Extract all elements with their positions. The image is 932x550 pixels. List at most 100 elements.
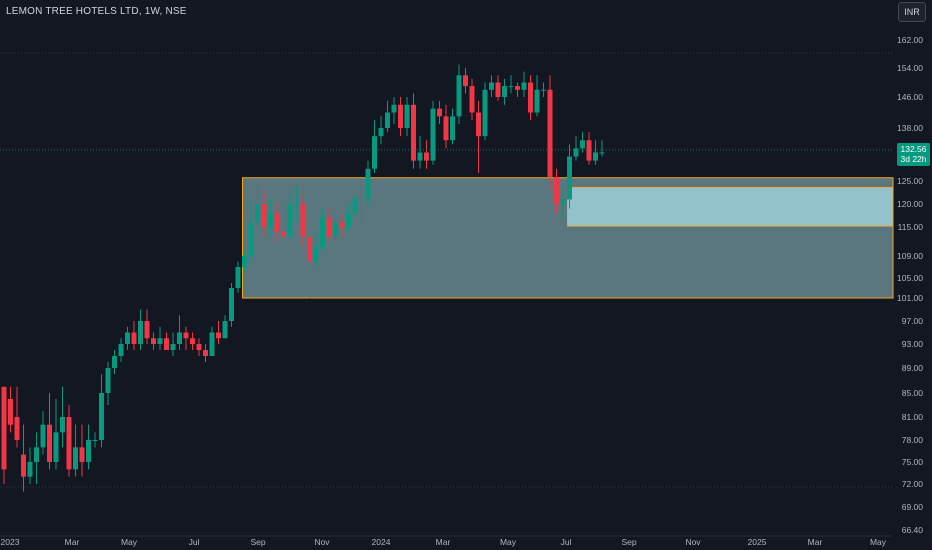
candle-body [125, 332, 130, 344]
candle-body [378, 128, 384, 137]
candle-body [599, 152, 605, 154]
candle-body [118, 344, 124, 356]
candle-body [372, 136, 377, 169]
candle-body [190, 338, 195, 344]
candle-body [502, 86, 507, 97]
candle-body [92, 440, 98, 441]
candle-body [21, 454, 26, 477]
candle-body [222, 321, 228, 339]
price-tick-label: 78.00 [902, 435, 924, 445]
candle-body [534, 89, 540, 113]
candle-body [333, 222, 338, 237]
candle-body [229, 288, 234, 321]
candle-body [359, 199, 364, 201]
candle-body [300, 204, 306, 237]
candle-body [541, 89, 546, 91]
candle-body [144, 321, 150, 339]
price-tick-label: 97.00 [902, 316, 924, 326]
candle-body [593, 152, 598, 161]
time-tick-label: Jul [189, 537, 200, 547]
candle-body [450, 116, 455, 141]
candle-body [99, 393, 104, 440]
price-tick-label: 154.00 [897, 63, 923, 73]
time-tick-label: May [121, 537, 138, 547]
price-tick-label: 120.00 [897, 199, 923, 209]
candle-body [79, 447, 85, 462]
candle-body [326, 217, 332, 237]
candle-body [573, 148, 579, 157]
zone-2 [567, 186, 894, 227]
bar-countdown: 3d 22h [900, 154, 927, 164]
price-tick-label: 109.00 [897, 251, 923, 261]
candle-body [203, 350, 208, 356]
price-tick-label: 85.00 [902, 388, 924, 398]
candle-body [495, 82, 501, 97]
candle-body [242, 256, 247, 267]
time-tick-label: Nov [685, 537, 701, 547]
candle-body [567, 156, 572, 200]
candle-body [1, 386, 7, 470]
candle-body [508, 86, 514, 88]
candle-body [411, 104, 416, 161]
time-tick-label: 2025 [748, 537, 767, 547]
candle-body [430, 108, 436, 161]
candle-body [255, 204, 260, 223]
candle-body [320, 217, 325, 247]
price-tick-label: 125.00 [897, 176, 923, 186]
candle-body [476, 112, 481, 137]
time-tick-label: 2023 [1, 537, 20, 547]
candle-body [60, 417, 65, 433]
price-tick-label: 101.00 [897, 293, 923, 303]
candle-body [14, 417, 20, 440]
candle-body [261, 204, 267, 227]
price-tick-label: 69.00 [902, 502, 924, 512]
candle-body [482, 89, 488, 137]
candle-body [40, 424, 46, 448]
price-tick-label: 162.00 [897, 35, 923, 45]
candle-body [528, 82, 533, 113]
candle-body [209, 332, 215, 356]
candle-body [398, 104, 403, 128]
time-axis[interactable]: 2023 Mar May Jul Sep Nov 2024 Mar May Jul Sep Nov 20… [1, 537, 887, 547]
time-tick-label: May [870, 537, 887, 547]
chart-grid [0, 52, 893, 537]
candle-body [391, 104, 397, 113]
candle-body [53, 432, 59, 462]
candle-body [183, 332, 189, 339]
candle-body [248, 222, 254, 256]
candle-body [404, 104, 410, 128]
price-tick-label: 115.00 [898, 222, 924, 232]
candle-body [339, 222, 345, 227]
time-tick-label: Sep [621, 537, 636, 547]
candle-body [86, 440, 91, 462]
time-tick-label: Mar [436, 537, 451, 547]
candle-body [170, 344, 176, 350]
candle-body [456, 75, 462, 117]
currency-button[interactable]: INR [898, 2, 926, 22]
price-tick-label: 75.00 [902, 457, 924, 467]
candle-body [443, 116, 449, 141]
candle-body [294, 204, 299, 205]
candlestick-series [0, 64, 893, 492]
candle-body [554, 176, 559, 204]
candle-body [164, 338, 169, 350]
price-tick-label: 138.00 [897, 123, 923, 133]
symbol-title: LEMON TREE HOTELS LTD, 1W, NSE [6, 6, 187, 17]
candle-body [437, 108, 442, 117]
candle-body [346, 213, 351, 227]
candle-body [131, 332, 137, 344]
price-tick-label: 93.00 [902, 339, 924, 349]
price-tick-label: 89.00 [902, 363, 924, 373]
candle-body [489, 82, 494, 90]
candle-body [424, 152, 429, 161]
candle-body [560, 199, 566, 204]
candle-body [73, 447, 78, 470]
candle-body [580, 140, 585, 149]
candle-body [463, 75, 468, 87]
price-axis[interactable]: 162.00 154.00 146.00 138.00 125.00 120.00 115.… [897, 35, 923, 535]
price-tick-label: 72.00 [902, 479, 924, 489]
last-price-value: 132.56 [900, 144, 927, 154]
candle-body [34, 447, 39, 462]
candle-body [235, 267, 241, 288]
